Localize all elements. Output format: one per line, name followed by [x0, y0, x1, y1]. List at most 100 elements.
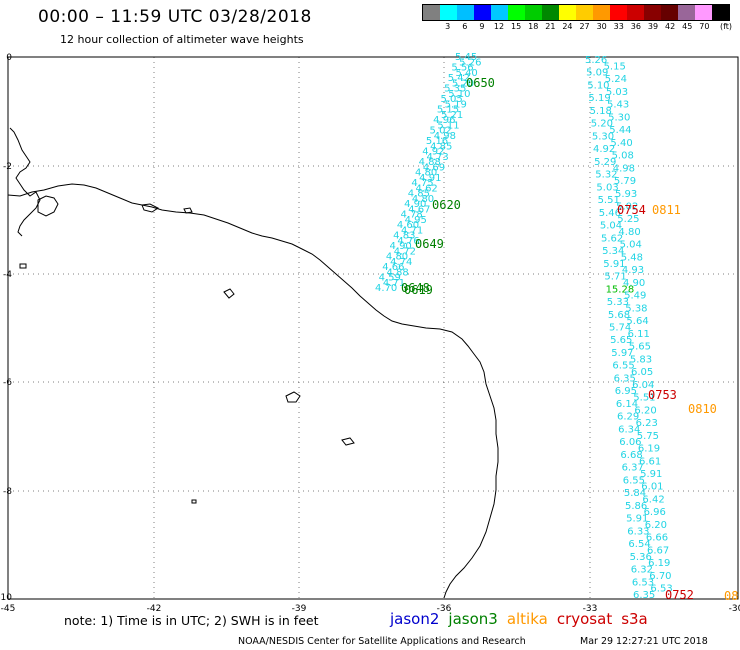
- x-tick-label: -30: [729, 604, 740, 612]
- color-scale-label: 45: [682, 22, 693, 31]
- swh-value: 5.40: [610, 138, 632, 149]
- color-scale-label: 21: [545, 22, 556, 31]
- swh-value: 5.93: [615, 189, 637, 200]
- swh-value: 5.02: [616, 201, 638, 212]
- swh-value: 5.05: [440, 94, 462, 105]
- y-axis-ticks: 0 -2 -4 -6 -8 -10: [0, 53, 12, 603]
- swh-value: 5.42: [448, 73, 470, 84]
- x-tick-label: -39: [292, 604, 307, 612]
- swh-value: 4.78: [400, 210, 422, 221]
- x-tick-label: -45: [1, 604, 16, 612]
- swh-value: 5.26: [585, 55, 607, 66]
- pass-time-label: 0648: [401, 281, 430, 295]
- swh-value: 5.65: [610, 335, 632, 346]
- color-swatch: [491, 5, 508, 20]
- swh-value: 5.21: [441, 110, 463, 121]
- marajo-island: [37, 195, 59, 217]
- atoll-das-rocas: [285, 391, 301, 403]
- swh-value: 5.64: [626, 316, 648, 327]
- swh-value: 5.43: [607, 100, 629, 111]
- color-swatch: [508, 5, 525, 20]
- swh-value: 5.19: [445, 99, 467, 110]
- swh-value: 5.32: [595, 170, 617, 181]
- swh-value: 5.15: [604, 61, 626, 72]
- y-tick-label: -4: [3, 270, 12, 280]
- swh-value: 4.96: [433, 115, 455, 126]
- color-scale-label: 18: [528, 22, 539, 31]
- swh-value: 4.91: [419, 173, 441, 184]
- color-swatch: [712, 5, 729, 20]
- x-tick-label: -36: [437, 604, 452, 612]
- swh-value: 6.55: [623, 475, 645, 486]
- swh-value: 6.11: [628, 329, 650, 340]
- color-scale-label: 24: [562, 22, 573, 31]
- pass-time-label: 0811: [652, 203, 681, 217]
- swh-value: 5.51: [598, 195, 620, 206]
- pass-time-label: 0619: [404, 283, 433, 297]
- swh-value: 6.20: [645, 520, 667, 531]
- swh-value: 5.75: [637, 431, 659, 442]
- swh-value: 5.84: [624, 488, 646, 499]
- color-scale-swatches: [422, 4, 730, 21]
- swh-value: 6.06: [619, 437, 641, 448]
- swh-value: 5.51: [633, 393, 655, 404]
- swh-value: 6.37: [622, 463, 644, 474]
- swh-value: 4.88: [386, 267, 408, 278]
- swh-value: 6.33: [627, 526, 649, 537]
- swh-value: 4.71: [401, 225, 423, 236]
- x-axis-ticks: -45 -42 -39 -36 -33 -30: [1, 604, 740, 612]
- swh-value: 4.80: [386, 252, 408, 263]
- color-scale-label: 9: [479, 22, 485, 31]
- swh-value: 5.35: [444, 84, 466, 95]
- footer-note: note: 1) Time is in UTC; 2) SWH is in fe…: [64, 613, 319, 628]
- swh-value: 4.90: [390, 241, 412, 252]
- satellite-legend: jason2 jason3 altika cryosat s3a: [390, 610, 657, 628]
- small-island-1: [141, 203, 159, 213]
- pass-time-label: 0754: [617, 203, 646, 217]
- swh-value: 5.34: [602, 246, 624, 257]
- pass-time-label: 0650: [466, 76, 495, 90]
- color-swatch: [440, 5, 457, 20]
- swh-value: 4.83: [393, 231, 415, 242]
- swh-value: 4.95: [405, 215, 427, 226]
- color-swatch: [457, 5, 474, 20]
- swh-value: 5.09: [586, 68, 608, 79]
- color-swatch: [542, 5, 559, 20]
- island-5: [19, 263, 27, 269]
- swh-value: 4.59: [379, 273, 401, 284]
- swh-value: 5.20: [452, 78, 474, 89]
- color-scale-label: 12: [493, 22, 505, 31]
- color-swatch: [695, 5, 712, 20]
- swh-value: 4.67: [408, 204, 430, 215]
- swh-value: 5.40: [456, 68, 478, 79]
- swh-value: 6.20: [634, 405, 656, 416]
- swh-value: 6.67: [647, 545, 669, 556]
- x-tick-label: -42: [147, 604, 162, 612]
- island-4: [191, 499, 197, 504]
- swh-value: 4.90: [623, 278, 645, 289]
- swh-value: 6.34: [618, 424, 640, 435]
- swh-value: 5.04: [600, 221, 622, 232]
- swh-value: 5.25: [617, 214, 639, 225]
- swh-value: 5.08: [612, 151, 634, 162]
- swh-value: 4.92: [593, 144, 615, 155]
- pass-time-label: 0752: [665, 588, 694, 602]
- swh-value: 4.73: [426, 152, 448, 163]
- color-scale-label: 36: [630, 22, 641, 31]
- y-tick-label: 0: [6, 53, 12, 63]
- swh-value: 6.01: [641, 482, 663, 493]
- x-tick-label: -33: [583, 604, 598, 612]
- wave-height-map: -45-42-39-36-33-30 0-2-4-6-8-10 5.455.26…: [0, 52, 740, 612]
- swh-value: 4.98: [613, 163, 635, 174]
- color-scale-labels: 3 6 9 12 15 18 21 24 27 30 33 36 39 42 45 70 (ft): [422, 22, 732, 34]
- swh-value: 4.85: [430, 141, 452, 152]
- map-title: 00:00 – 11:59 UTC 03/28/2018: [38, 7, 312, 27]
- swh-value: 5.97: [611, 348, 633, 359]
- legend-entry-cryosat: cryosat: [556, 610, 613, 628]
- swh-value: 5.83: [630, 354, 652, 365]
- swh-value: 5.16: [426, 136, 448, 147]
- pass-time-label: 08: [724, 589, 738, 603]
- legend-entry-jason2: jason2: [390, 610, 440, 628]
- swh-value: 5.26: [459, 57, 481, 68]
